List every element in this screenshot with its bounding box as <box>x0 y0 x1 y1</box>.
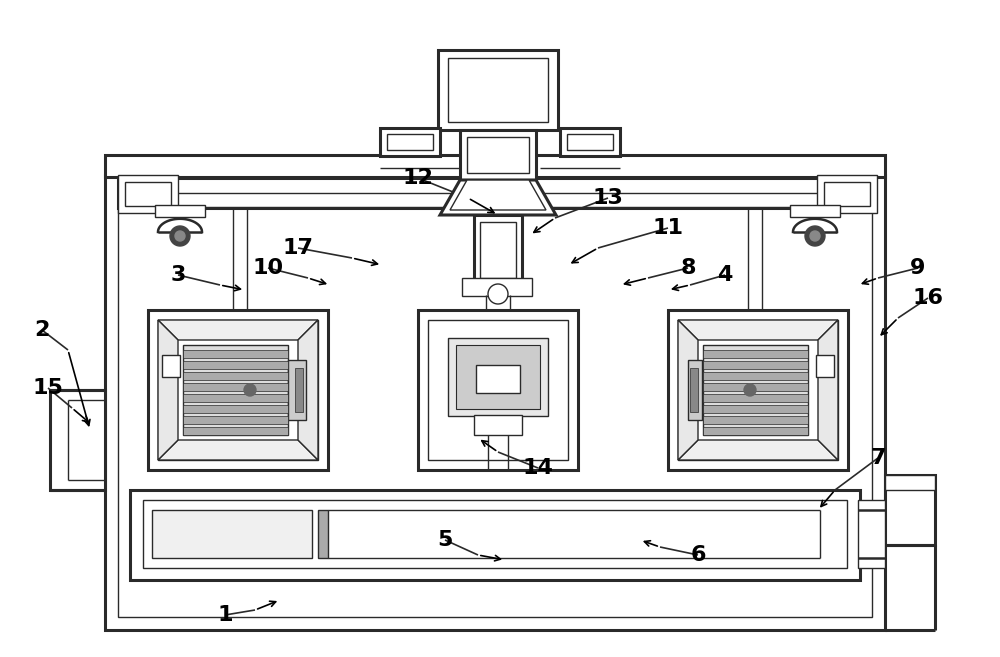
Bar <box>476 365 520 393</box>
Bar <box>703 350 808 358</box>
Bar <box>885 475 935 545</box>
Bar <box>703 405 808 413</box>
Bar <box>703 372 808 380</box>
Text: 12: 12 <box>403 168 433 188</box>
Bar <box>817 175 877 213</box>
Bar <box>50 390 105 490</box>
Bar <box>183 350 288 358</box>
Bar <box>428 320 568 460</box>
Text: 14: 14 <box>523 458 553 478</box>
Text: 6: 6 <box>690 545 706 565</box>
Text: 4: 4 <box>717 265 733 285</box>
Bar <box>105 155 885 177</box>
Circle shape <box>175 231 185 241</box>
Bar <box>183 394 288 402</box>
Bar <box>143 500 847 568</box>
Text: 15: 15 <box>33 378 63 398</box>
Bar <box>183 416 288 424</box>
Circle shape <box>170 226 190 246</box>
Bar <box>460 130 536 180</box>
Bar <box>703 394 808 402</box>
Polygon shape <box>298 320 318 460</box>
Polygon shape <box>678 320 838 340</box>
Bar <box>183 345 288 435</box>
Text: 17: 17 <box>283 238 314 258</box>
Polygon shape <box>158 440 318 460</box>
Bar <box>560 128 620 156</box>
Bar <box>183 427 288 435</box>
Bar <box>703 383 808 391</box>
Text: 11: 11 <box>652 218 684 238</box>
Bar <box>703 416 808 424</box>
Bar <box>438 50 558 130</box>
Bar <box>690 368 698 412</box>
Bar <box>158 320 318 460</box>
Bar <box>703 361 808 369</box>
Bar <box>816 355 834 377</box>
Bar <box>162 355 180 377</box>
Circle shape <box>805 226 825 246</box>
Bar <box>418 310 578 470</box>
Polygon shape <box>678 440 838 460</box>
Bar <box>885 475 935 490</box>
Bar <box>480 222 516 278</box>
Bar <box>105 175 885 630</box>
Bar <box>183 405 288 413</box>
Text: 3: 3 <box>170 265 186 285</box>
Bar <box>474 215 522 285</box>
Bar <box>295 368 303 412</box>
Circle shape <box>810 231 820 241</box>
Text: 7: 7 <box>870 448 886 468</box>
Text: 1: 1 <box>217 605 233 625</box>
Bar <box>318 510 328 558</box>
Bar <box>824 182 870 206</box>
Polygon shape <box>818 320 838 460</box>
Circle shape <box>244 384 256 396</box>
Bar <box>130 490 860 580</box>
Bar <box>152 510 312 558</box>
Bar <box>448 58 548 122</box>
Bar <box>183 361 288 369</box>
Bar <box>288 360 306 420</box>
Bar <box>790 205 840 217</box>
Polygon shape <box>450 180 546 210</box>
Bar <box>118 188 872 617</box>
Bar <box>155 205 205 217</box>
Circle shape <box>744 384 756 396</box>
Bar <box>387 134 433 150</box>
Bar <box>148 310 328 470</box>
Bar <box>125 182 171 206</box>
Bar <box>678 320 838 460</box>
Bar <box>858 500 885 568</box>
Text: 13: 13 <box>593 188 623 208</box>
Bar <box>567 134 613 150</box>
Text: 16: 16 <box>912 288 944 308</box>
Bar <box>183 372 288 380</box>
Bar <box>668 310 848 470</box>
Bar <box>118 178 872 208</box>
Polygon shape <box>158 320 318 340</box>
Bar <box>456 345 540 409</box>
Text: 10: 10 <box>252 258 284 278</box>
Bar <box>118 175 178 213</box>
Bar <box>703 427 808 435</box>
Polygon shape <box>440 180 556 215</box>
Text: 9: 9 <box>910 258 926 278</box>
Text: 8: 8 <box>680 258 696 278</box>
Polygon shape <box>158 320 178 460</box>
Circle shape <box>488 284 508 304</box>
Polygon shape <box>678 320 698 460</box>
Bar <box>183 383 288 391</box>
Bar <box>380 128 440 156</box>
Bar <box>688 360 702 420</box>
Text: 2: 2 <box>34 320 50 340</box>
Bar <box>703 345 808 435</box>
Bar <box>448 338 548 416</box>
Bar <box>462 278 532 296</box>
Bar <box>474 415 522 435</box>
Text: 5: 5 <box>437 530 453 550</box>
Bar <box>467 137 529 173</box>
